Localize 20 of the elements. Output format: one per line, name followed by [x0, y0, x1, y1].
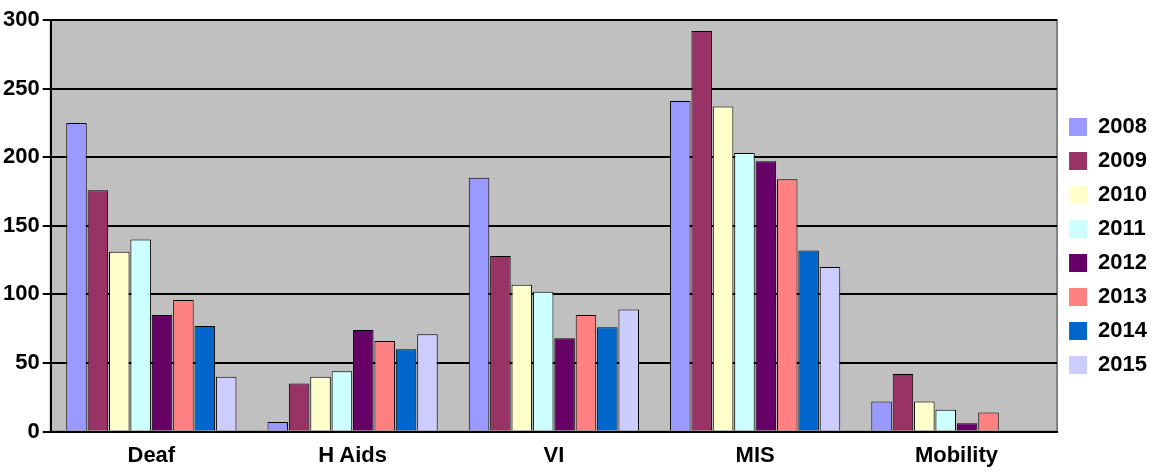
- legend-label: 2012: [1098, 249, 1148, 275]
- x-tick-label: Deaf: [127, 441, 176, 467]
- x-tick-label: VI: [543, 441, 565, 467]
- legend-label: 2011: [1098, 215, 1146, 241]
- legend-label: 2010: [1098, 181, 1148, 207]
- legend-label: 2008: [1098, 113, 1148, 139]
- y-tick-label: 250: [2, 74, 40, 100]
- y-tick-label: 150: [2, 211, 40, 237]
- legend-label: 2009: [1098, 147, 1148, 173]
- y-tick-label: 50: [15, 349, 40, 375]
- legend-label: 2014: [1098, 317, 1148, 343]
- y-tick-label: 100: [2, 280, 40, 306]
- legend-label: 2013: [1098, 283, 1148, 309]
- x-tick-label: MIS: [735, 441, 775, 467]
- y-tick-label: 0: [27, 417, 40, 443]
- y-tick-label: 300: [2, 6, 40, 32]
- legend-label: 2015: [1098, 351, 1148, 377]
- x-tick-label: Mobility: [914, 441, 999, 467]
- x-tick-label: H Aids: [318, 441, 388, 467]
- y-tick-label: 200: [2, 143, 40, 169]
